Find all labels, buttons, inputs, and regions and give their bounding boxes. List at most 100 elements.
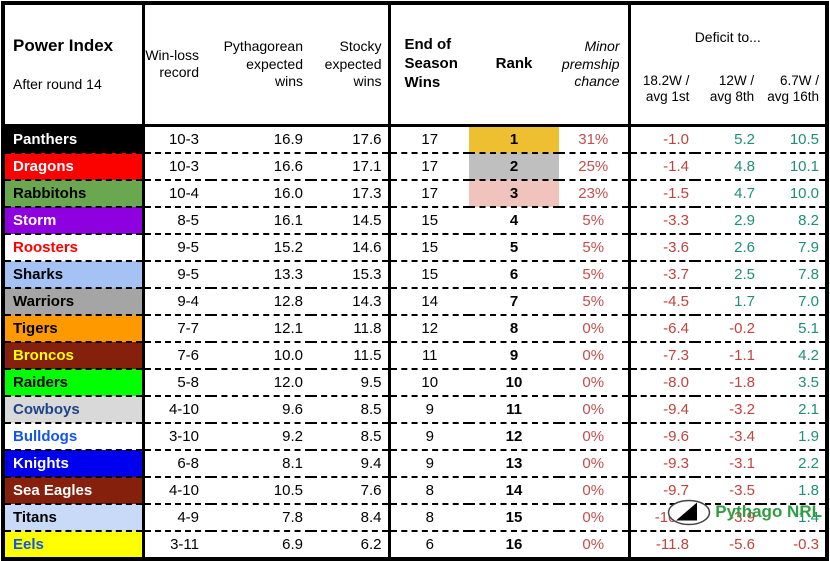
win-loss-cell: 10-3 xyxy=(168,130,199,148)
page-title: Power Index xyxy=(13,36,114,56)
rank-cell: 14 xyxy=(469,475,559,504)
stocky-wins-cell: 6.2 xyxy=(311,529,391,559)
deficit-8th-cell: -3.2 xyxy=(695,394,761,423)
win-loss-cell: 10-3 xyxy=(143,151,211,180)
table-row: Rabbitohs 10-4 16.0 17.3 17 3 23% -1.5 4… xyxy=(3,178,828,207)
stocky-wins-cell: 17.3 xyxy=(311,178,391,207)
deficit-16th-cell: 10.0 xyxy=(761,178,828,207)
table-row: Raiders 5-8 12.0 9.5 10 10 0% -8.0 -1.8 … xyxy=(3,367,828,396)
stocky-wins-cell: 17.1 xyxy=(311,151,391,180)
pythagorean-wins-cell: 12.1 xyxy=(211,313,311,342)
team-name-cell: Tigers xyxy=(3,313,145,342)
deficit-16th-cell: 7.8 xyxy=(761,259,828,288)
pythagorean-wins-cell: 6.9 xyxy=(211,529,311,559)
team-name-cell: Sea Eagles xyxy=(3,475,145,504)
rank-cell: 6 xyxy=(469,259,559,288)
stocky-wins-cell: 15.3 xyxy=(311,259,391,288)
table-row: Tigers 7-7 12.1 11.8 12 8 0% -6.4 -0.2 5… xyxy=(3,313,828,342)
pythagorean-wins-cell: 16.6 xyxy=(211,151,311,180)
team-name-cell: Sharks xyxy=(3,259,145,288)
premiership-chance-cell: 31% xyxy=(559,125,631,153)
col-header-premiership: Minor premship chance xyxy=(559,3,631,127)
deficit-1st-cell: -1.5 xyxy=(629,178,695,207)
team-name-cell: Rabbitohs xyxy=(3,178,145,207)
pythagorean-wins-cell: 10.5 xyxy=(211,475,311,504)
team-name-cell: Roosters xyxy=(3,232,145,261)
table-body: Panthers 10-3 16.9 17.6 17 1 31% -1.0 5.… xyxy=(3,125,828,559)
rank-cell: 4 xyxy=(469,205,559,234)
win-loss-cell: 4-9 xyxy=(143,502,211,531)
stocky-wins-cell: 14.3 xyxy=(311,286,391,315)
brand-footer: Pythago NRL xyxy=(667,497,822,527)
team-name-cell: Panthers xyxy=(3,125,145,153)
table-row: Titans 4-9 7.8 8.4 8 15 0% -10.1 -3.9 1.… xyxy=(3,502,828,531)
deficit-16th-cell: 10.1 xyxy=(761,151,828,180)
rank-cell: 7 xyxy=(469,286,559,315)
table-row: Roosters 9-5 15.2 14.6 15 5 5% -3.6 2.6 … xyxy=(3,232,828,261)
pythagorean-wins-cell: 16.0 xyxy=(211,178,311,207)
page-subtitle: After round 14 xyxy=(13,76,102,92)
pythagorean-wins-cell: 8.1 xyxy=(211,448,311,477)
premiership-chance-cell: 5% xyxy=(559,232,631,261)
deficit-8th-cell: -0.2 xyxy=(695,313,761,342)
team-name-cell: Warriors xyxy=(3,286,145,315)
table-row: Eels 3-11 6.9 6.2 6 16 0% -11.8 -5.6 -0.… xyxy=(3,529,828,559)
team-name-cell: Knights xyxy=(3,448,145,477)
end-of-season-wins-cell: 15 xyxy=(389,259,469,288)
table-row: Bulldogs 3-10 9.2 8.5 9 12 0% -9.6 -3.4 … xyxy=(3,421,828,450)
win-loss-cell: 4-10 xyxy=(143,475,211,504)
end-of-season-wins-cell: 8 xyxy=(389,475,469,504)
deficit-8th-cell: -3.4 xyxy=(695,421,761,450)
table-row: Cowboys 4-10 9.6 8.5 9 11 0% -9.4 -3.2 2… xyxy=(3,394,828,423)
premiership-chance-cell: 0% xyxy=(559,475,631,504)
deficit-1st-cell: -1.4 xyxy=(629,151,695,180)
win-loss-cell: 7-7 xyxy=(143,313,211,342)
deficit-1st-cell: -4.5 xyxy=(629,286,695,315)
win-loss-cell: 9-4 xyxy=(143,286,211,315)
rank-cell: 2 xyxy=(469,151,559,180)
deficit-1st-cell: -9.4 xyxy=(629,394,695,423)
premiership-chance-cell: 0% xyxy=(559,313,631,342)
end-of-season-wins-cell: 11 xyxy=(389,340,469,369)
win-loss-cell: 3-10 xyxy=(143,421,211,450)
win-loss-cell: 10-4 xyxy=(143,178,211,207)
deficit-16th-cell: 7.0 xyxy=(761,286,828,315)
rank-cell: 9 xyxy=(469,340,559,369)
deficit-1st-cell: -9.6 xyxy=(629,421,695,450)
deficit-16th-cell: 10.5 xyxy=(789,130,820,148)
team-name-cell: Storm xyxy=(3,205,145,234)
rank-cell: 13 xyxy=(469,448,559,477)
rank-cell: 16 xyxy=(469,529,559,559)
premiership-chance-cell: 0% xyxy=(559,367,631,396)
team-name-cell: Bulldogs xyxy=(3,421,145,450)
pythagorean-wins-cell: 16.1 xyxy=(211,205,311,234)
pythagorean-wins-cell: 16.9 xyxy=(273,130,303,148)
rank-cell: 10 xyxy=(469,367,559,396)
rank-cell: 8 xyxy=(469,313,559,342)
deficit-group-title: Deficit to... xyxy=(694,28,761,45)
triangle-sail-icon xyxy=(668,499,711,525)
premiership-chance-cell: 5% xyxy=(559,205,631,234)
stocky-wins-cell: 17.6 xyxy=(311,125,391,153)
deficit-16th-cell: 2.2 xyxy=(761,448,828,477)
premiership-chance-cell: 23% xyxy=(559,178,631,207)
col-header-end-of-season: End of Season Wins xyxy=(389,3,469,127)
deficit-8th-cell: 4.7 xyxy=(695,178,761,207)
end-of-season-wins-cell: 9 xyxy=(389,448,469,477)
table-header: Power Index After round 14 Win-loss reco… xyxy=(3,3,828,127)
rank-cell: 1 xyxy=(469,125,559,153)
rank-cell: 12 xyxy=(469,421,559,450)
deficit-1st-cell: -3.7 xyxy=(629,259,695,288)
deficit-16th-cell: 8.2 xyxy=(761,205,828,234)
win-loss-cell: 4-10 xyxy=(143,394,211,423)
pythagorean-wins-cell: 10.0 xyxy=(211,340,311,369)
deficit-1st-cell: -11.8 xyxy=(629,529,695,559)
stocky-wins-cell: 14.5 xyxy=(311,205,391,234)
deficit-8th-cell: -1.8 xyxy=(695,367,761,396)
rank-cell: 15 xyxy=(469,502,559,531)
premiership-chance-cell: 0% xyxy=(559,421,631,450)
win-loss-cell: 9-5 xyxy=(143,232,211,261)
stocky-wins-cell: 8.5 xyxy=(311,421,391,450)
end-of-season-wins-cell: 15 xyxy=(389,205,469,234)
end-of-season-wins-cell: 17 xyxy=(389,178,469,207)
